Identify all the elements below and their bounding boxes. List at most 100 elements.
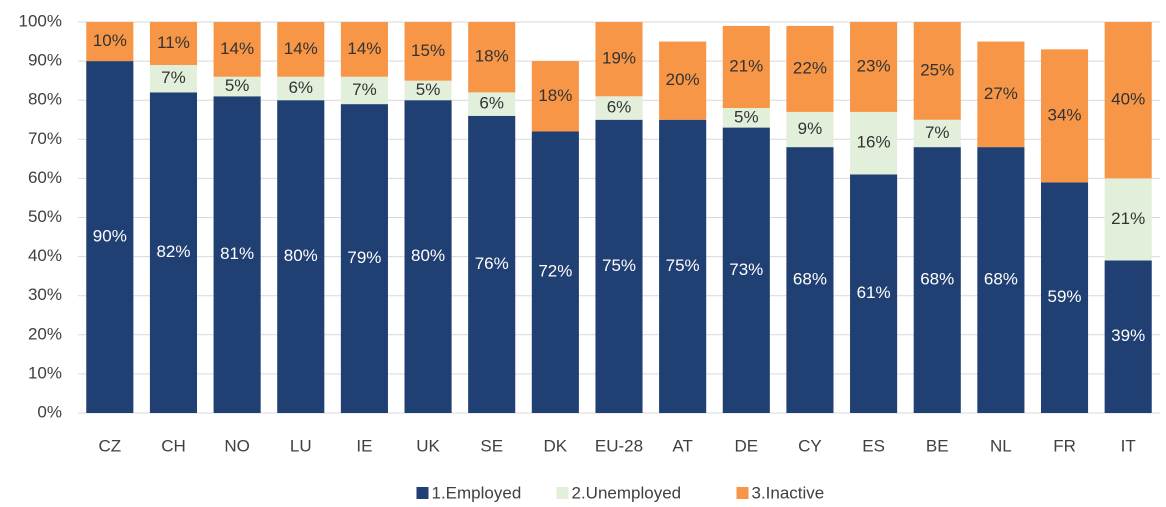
bar-segment — [468, 115, 516, 413]
y-tick-label: 30% — [28, 285, 62, 304]
bar-segment — [340, 76, 388, 105]
data-label: 20% — [666, 70, 700, 89]
data-label: 82% — [156, 242, 190, 261]
bar-segment — [786, 25, 834, 112]
bar-segment — [1040, 182, 1089, 413]
legend-swatch — [416, 487, 429, 499]
data-label: 18% — [538, 86, 572, 105]
data-label: 5% — [225, 76, 250, 95]
data-label: 6% — [288, 78, 313, 97]
data-label: 11% — [157, 33, 190, 52]
bar-segment — [913, 119, 961, 148]
data-label: 27% — [984, 84, 1018, 103]
y-tick-label: 60% — [28, 168, 62, 187]
bar-segment — [1104, 260, 1152, 413]
x-tick-label: CH — [161, 436, 186, 455]
data-label: 18% — [475, 47, 509, 66]
y-tick-label: 80% — [28, 90, 62, 109]
bar-segment — [913, 147, 961, 413]
data-label: 16% — [857, 133, 891, 152]
data-label: 75% — [602, 256, 636, 275]
bar-segment — [1040, 49, 1089, 183]
bar-segment — [595, 96, 643, 120]
bar-segment — [468, 22, 516, 93]
data-label: 68% — [920, 270, 954, 289]
x-tick-label: DK — [544, 436, 568, 455]
bar-segment — [977, 41, 1025, 148]
bar-segment — [149, 92, 198, 413]
data-label: 6% — [607, 98, 632, 117]
x-tick-label: UK — [416, 436, 440, 455]
data-label: 68% — [793, 270, 827, 289]
x-tick-label: IT — [1121, 436, 1136, 455]
legend-label: 1.Employed — [432, 483, 522, 502]
bar-segment — [404, 80, 452, 101]
bar-segment — [595, 119, 643, 413]
x-tick-label: CZ — [98, 436, 121, 455]
y-tick-label: 40% — [28, 246, 62, 265]
x-tick-label: EU-28 — [595, 436, 643, 455]
data-label: 90% — [93, 227, 127, 246]
bar-segment — [850, 174, 898, 413]
data-label: 10% — [93, 31, 127, 50]
bar-segment — [786, 147, 834, 413]
bar-segment — [340, 104, 388, 414]
data-label: 7% — [352, 80, 377, 99]
y-tick-label: 100% — [19, 11, 62, 30]
data-label: 25% — [920, 60, 954, 79]
legend-swatch — [736, 487, 749, 499]
bar-segment — [722, 25, 770, 109]
data-label: 40% — [1111, 90, 1145, 109]
y-tick-label: 0% — [37, 402, 62, 421]
y-tick-label: 70% — [28, 129, 62, 148]
data-label: 72% — [538, 262, 572, 281]
data-label: 80% — [284, 246, 318, 265]
data-label: 76% — [475, 254, 509, 273]
legend-label: 3.Inactive — [752, 483, 825, 502]
data-label: 21% — [1111, 209, 1145, 228]
bar-segment — [277, 76, 325, 101]
bar-segment — [850, 111, 898, 175]
bar-segment — [850, 22, 898, 112]
data-label: 59% — [1048, 287, 1082, 306]
x-tick-label: FR — [1053, 436, 1076, 455]
x-tick-label: BE — [926, 436, 949, 455]
data-label: 75% — [666, 256, 700, 275]
legend-swatch — [556, 487, 569, 499]
bar-segment — [595, 22, 643, 97]
bar-segment — [86, 22, 134, 62]
bar-segment — [404, 22, 452, 81]
bar-segment — [213, 96, 261, 413]
legend-label: 2.Unemployed — [572, 483, 682, 502]
bar-segment — [277, 100, 325, 413]
data-label: 61% — [857, 283, 891, 302]
data-label: 79% — [347, 248, 381, 267]
x-tick-label: IE — [356, 436, 372, 455]
bar-segment — [404, 100, 452, 413]
y-tick-label: 50% — [28, 207, 62, 226]
bar-segment — [468, 92, 516, 116]
bar-segment — [977, 147, 1025, 413]
data-label: 21% — [729, 56, 763, 75]
bar-segment — [213, 22, 261, 77]
bar-segment — [1104, 178, 1152, 261]
data-label: 14% — [284, 39, 318, 58]
bar-segment — [913, 22, 961, 120]
bar-segment — [277, 22, 325, 77]
bar-segment — [659, 119, 707, 413]
data-label: 14% — [220, 39, 254, 58]
bar-segment — [149, 22, 198, 66]
y-tick-label: 90% — [28, 51, 62, 70]
bar-segment — [213, 76, 261, 97]
bar-segment — [722, 108, 770, 128]
bar-segment — [786, 111, 834, 148]
bar-segment — [86, 61, 134, 413]
x-tick-label: SE — [480, 436, 503, 455]
x-tick-label: LU — [290, 436, 312, 455]
x-tick-label: NO — [224, 436, 250, 455]
x-tick-label: AT — [672, 436, 692, 455]
x-tick-label: DE — [734, 436, 758, 455]
bar-segment — [531, 131, 579, 414]
y-tick-label: 20% — [28, 324, 62, 343]
